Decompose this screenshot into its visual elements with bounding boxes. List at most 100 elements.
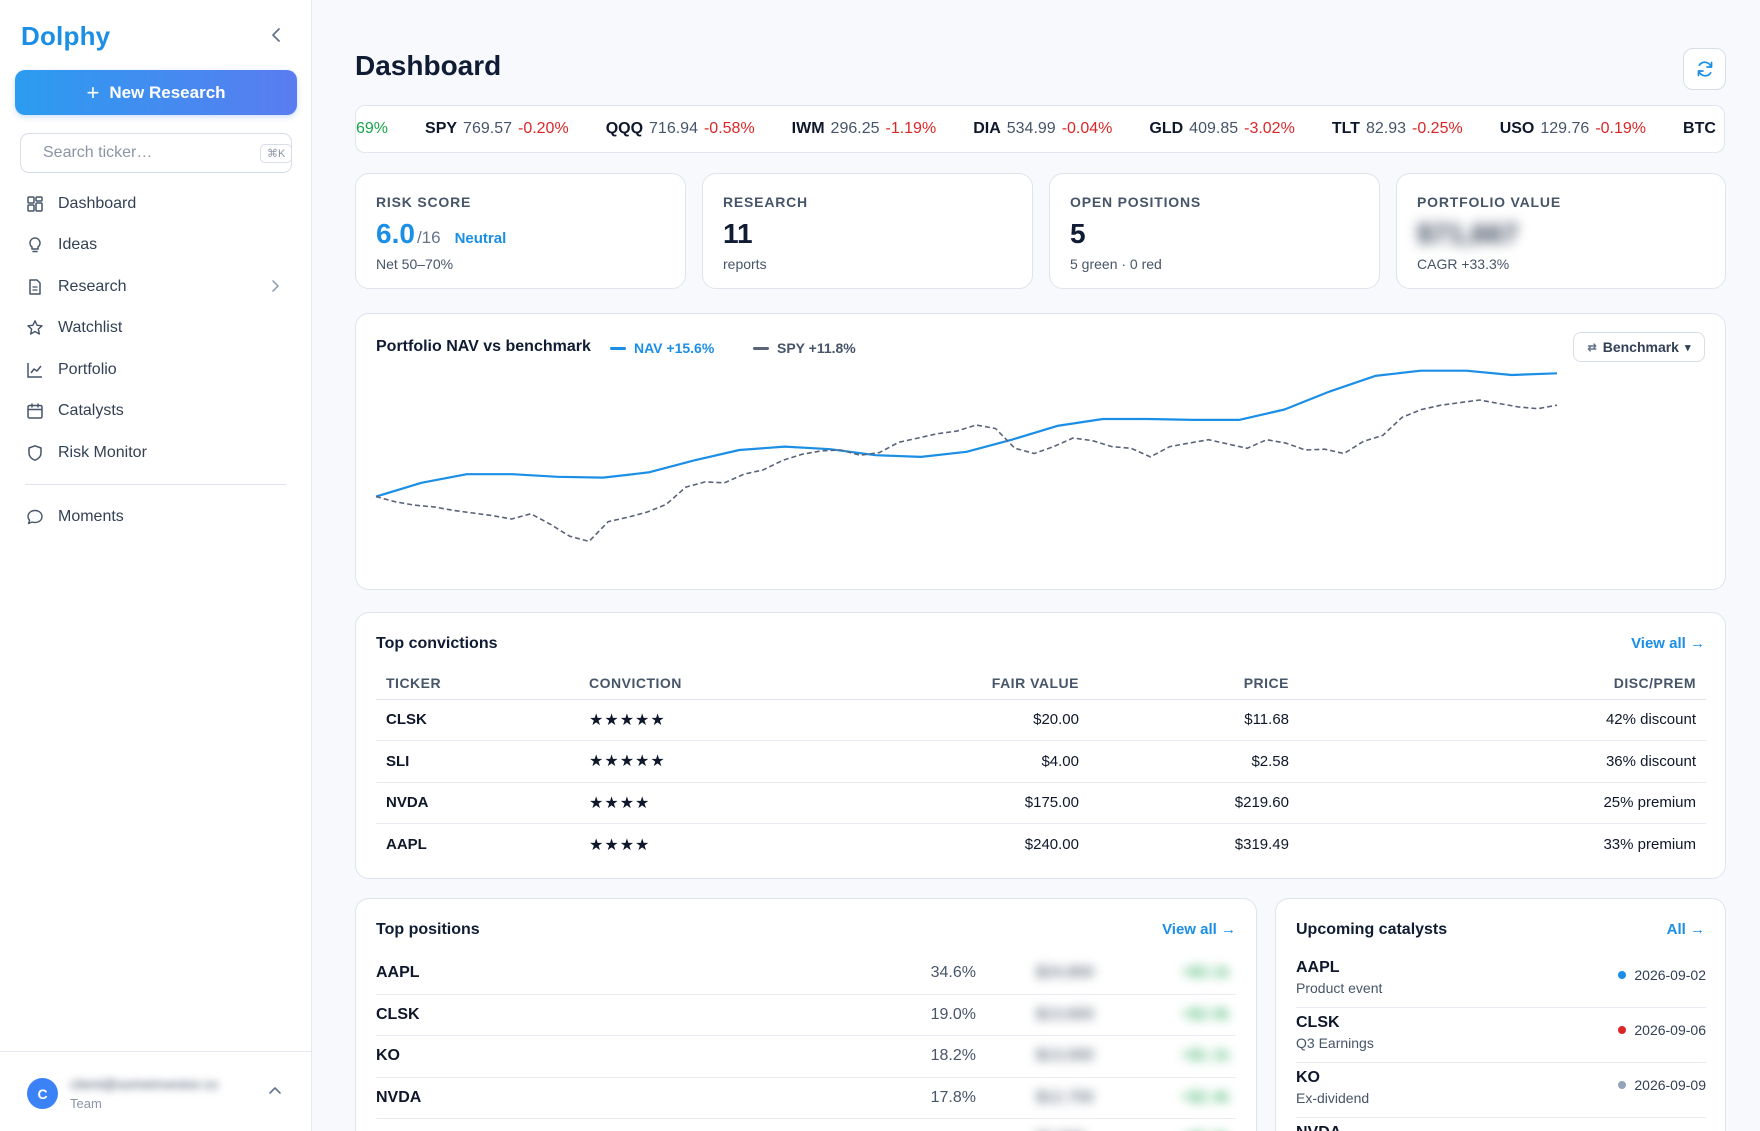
sidebar-item-moments[interactable]: Moments: [0, 496, 312, 538]
open-positions-card[interactable]: OPEN POSITIONS 5 5 green · 0 red: [1049, 173, 1380, 289]
ticker-change: -3.02%: [1244, 120, 1295, 137]
search-input[interactable]: [43, 144, 250, 162]
conviction-stars: ★★★★★: [579, 740, 879, 783]
convictions-view-all-link[interactable]: View all →: [1631, 635, 1705, 652]
legend-nav: NAV +15.6%: [610, 340, 714, 356]
conviction-fair-value: $4.00: [879, 740, 1089, 783]
compare-icon: ⇄: [1587, 341, 1597, 354]
ticker-symbol: DIA: [973, 120, 1001, 137]
ticker-item[interactable]: QQQ 716.94 -0.58%: [606, 120, 755, 138]
ticker-item[interactable]: IWM 296.25 -1.19%: [792, 120, 937, 138]
conviction-price: $11.68: [1089, 699, 1299, 741]
conviction-disc-prem: 33% premium: [1603, 836, 1696, 853]
list-item[interactable]: KO 18.2% $13,000 +$1.1k: [376, 1036, 1236, 1078]
user-email: client@someinvestor.co: [70, 1076, 219, 1092]
portfolio-value-card[interactable]: PORTFOLIO VALUE $71,667 CAGR +33.3%: [1396, 173, 1726, 289]
position-value: $24,800: [1036, 964, 1094, 982]
catalysts-all-link[interactable]: All →: [1666, 921, 1705, 938]
page-title: Dashboard: [355, 50, 502, 81]
risk-score-denominator: /16: [416, 228, 441, 247]
refresh-button[interactable]: [1683, 48, 1726, 90]
sidebar-item-label: Research: [58, 277, 127, 295]
sidebar-item-risk-monitor[interactable]: Risk Monitor: [0, 432, 312, 474]
catalyst-event: Q3 Earnings: [1296, 1035, 1374, 1051]
search-box[interactable]: ⌘K: [20, 133, 293, 173]
risk-score-sub: Net 50–70%: [376, 256, 454, 272]
conviction-disc-prem: 42% discount: [1299, 699, 1706, 741]
research-card[interactable]: RESEARCH 11 reports: [702, 173, 1033, 289]
sidebar-nav: Dashboard Ideas Research Watchlist Portf…: [0, 183, 312, 474]
ticker-symbol: QQQ: [605, 120, 644, 137]
ticker-item[interactable]: 69%: [356, 120, 388, 138]
legend-nav-label: NAV +15.6%: [634, 340, 715, 356]
list-item[interactable]: AAPL 34.6% $24,800 +$3.1k: [376, 953, 1236, 995]
ticker-price: 716.94: [649, 120, 698, 137]
ticker-symbol: GLD: [1149, 120, 1184, 137]
open-positions-label: OPEN POSITIONS: [1070, 194, 1201, 210]
ticker-item[interactable]: USO 129.76 -0.19%: [1500, 120, 1646, 138]
ticker-price: 82.93: [1365, 120, 1406, 137]
conviction-stars: ★★★★: [589, 836, 651, 854]
sidebar-item-research[interactable]: Research: [0, 266, 312, 308]
list-item[interactable]: AAPL Product event 2026-09-02: [1296, 953, 1706, 1008]
sidebar-item-watchlist[interactable]: Watchlist: [0, 308, 312, 350]
convictions-table: TICKER CONVICTION FAIR VALUE PRICE DISC/…: [376, 667, 1706, 865]
table-row[interactable]: NVDA ★★★★ $175.00 $219.60 25% premium: [376, 782, 1706, 824]
col-price: PRICE: [1089, 667, 1299, 700]
list-item[interactable]: CLSK 19.0% $13,600 +$2.0k: [376, 995, 1236, 1036]
chart-line-icon: [27, 362, 42, 378]
conviction-ticker: NVDA: [376, 782, 579, 824]
catalyst-date-text: 2026-09-09: [1634, 1077, 1706, 1093]
ticker-item[interactable]: BTC: [1683, 120, 1716, 138]
list-item[interactable]: SLI10.5%$7,500+$0.9k: [376, 1119, 1236, 1131]
lightbulb-icon: [29, 237, 41, 253]
risk-score-card[interactable]: RISK SCORE 6.0 /16 Neutral Net 50–70%: [355, 173, 686, 289]
shield-icon: [28, 444, 42, 461]
catalyst-date: 2026-09-06: [1618, 1022, 1706, 1038]
catalyst-date-text: 2026-09-06: [1634, 1022, 1706, 1038]
list-item[interactable]: NVDA: [1296, 1118, 1706, 1131]
catalyst-date: 2026-09-02: [1618, 967, 1706, 983]
convictions-title: Top convictions: [376, 635, 498, 652]
ticker-item[interactable]: DIA 534.99 -0.04%: [973, 120, 1112, 138]
sidebar-item-catalysts[interactable]: Catalysts: [0, 391, 312, 433]
ticker-symbol: BTC: [1683, 120, 1716, 137]
position-pnl: +$2.0k: [1181, 1005, 1230, 1023]
list-item[interactable]: NVDA 17.8% $12,700 +$2.4k: [376, 1078, 1236, 1119]
sidebar-item-ideas[interactable]: Ideas: [0, 225, 312, 267]
portfolio-value-label: PORTFOLIO VALUE: [1417, 194, 1561, 210]
ticker-price: 409.85: [1189, 120, 1239, 137]
list-item[interactable]: KO Ex-dividend 2026-09-09: [1296, 1063, 1706, 1118]
ticker-price: 129.76: [1540, 120, 1590, 137]
table-row[interactable]: SLI ★★★★★ $4.00 $2.58 36% discount: [376, 740, 1706, 783]
table-row[interactable]: AAPL ★★★★ $240.00 $319.49 33% premium: [376, 824, 1706, 866]
spy-series-line: [375, 399, 1558, 543]
sidebar-item-dashboard[interactable]: Dashboard: [0, 183, 312, 225]
legend-spy-swatch: [753, 346, 769, 350]
research-sub: reports: [723, 256, 767, 272]
list-item[interactable]: CLSK Q3 Earnings 2026-09-06: [1296, 1008, 1706, 1063]
ticker-item[interactable]: TLT 82.93 -0.25%: [1332, 120, 1463, 138]
status-dot: [1618, 971, 1627, 979]
ticker-track: 69% SPY 769.57 -0.20% QQQ 716.94 -0.58% IWM 296.…: [356, 120, 1716, 138]
ticker-change: 69%: [356, 120, 389, 137]
benchmark-button[interactable]: ⇄ Benchmark ▾: [1573, 332, 1705, 362]
positions-view-all-link[interactable]: View all →: [1162, 921, 1236, 938]
collapse-sidebar-button[interactable]: [266, 24, 286, 46]
sidebar-item-portfolio[interactable]: Portfolio: [0, 349, 312, 391]
table-row[interactable]: CLSK ★★★★★ $20.00 $11.68 42% discount: [376, 699, 1706, 741]
position-ticker: KO: [376, 1047, 400, 1065]
risk-score-label: RISK SCORE: [376, 194, 472, 210]
position-pnl: +$3.1k: [1181, 964, 1230, 982]
sidebar-item-label: Ideas: [58, 236, 98, 254]
table-header-row: TICKER CONVICTION FAIR VALUE PRICE DISC/…: [376, 667, 1706, 700]
ticker-item[interactable]: SPY 769.57 -0.20%: [425, 120, 569, 138]
new-research-button[interactable]: + New Research: [15, 70, 297, 115]
ticker-item[interactable]: GLD 409.85 -3.02%: [1149, 120, 1294, 138]
ticker-change: -1.19%: [885, 120, 937, 137]
legend-nav-swatch: [610, 346, 626, 350]
star-icon: [27, 320, 43, 335]
user-menu[interactable]: C client@someinvestor.co Team: [0, 1051, 312, 1131]
sidebar-item-label: Portfolio: [58, 360, 117, 378]
position-ticker: NVDA: [376, 1088, 422, 1106]
